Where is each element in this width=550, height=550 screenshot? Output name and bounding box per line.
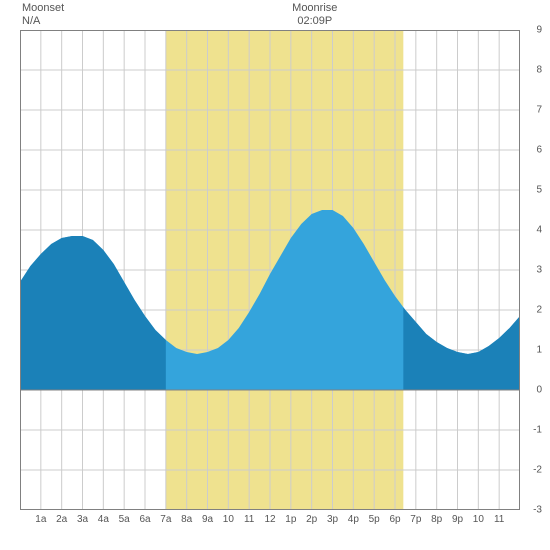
x-tick: 7a <box>160 514 171 525</box>
x-tick: 10 <box>223 514 234 525</box>
x-tick: 3a <box>77 514 88 525</box>
moonset-label: Moonset <box>22 2 64 14</box>
plot-area <box>20 30 520 510</box>
moonset-value: N/A <box>22 15 40 27</box>
y-tick: 3 <box>536 265 542 276</box>
x-tick: 4a <box>98 514 109 525</box>
x-tick: 9p <box>452 514 463 525</box>
x-tick: 10 <box>473 514 484 525</box>
moonrise-label-block: Moonrise 02:09P <box>292 2 337 28</box>
y-tick: 7 <box>536 105 542 116</box>
x-tick: 9a <box>202 514 213 525</box>
x-tick: 6p <box>389 514 400 525</box>
y-tick: -2 <box>533 465 542 476</box>
x-tick: 8p <box>431 514 442 525</box>
x-tick: 6a <box>139 514 150 525</box>
x-tick: 1p <box>285 514 296 525</box>
x-tick: 5p <box>369 514 380 525</box>
x-axis: 1a 2a 3a 4a 5a 6a 7a 8a 9a 10 11 12 1p 2p 3p 4p 5p 6p 7p 8p… <box>20 514 520 534</box>
tide-chart: Moonset N/A Moonrise 02:09P -3-2-1012345… <box>0 0 550 550</box>
y-tick: 5 <box>536 185 542 196</box>
y-tick: 6 <box>536 145 542 156</box>
x-tick: 4p <box>348 514 359 525</box>
x-tick: 5a <box>119 514 130 525</box>
y-tick: -3 <box>533 505 542 516</box>
plot-svg <box>20 30 520 510</box>
moonset-label-block: Moonset N/A <box>22 2 64 28</box>
moonrise-label: Moonrise <box>292 2 337 14</box>
x-tick: 3p <box>327 514 338 525</box>
y-tick: 1 <box>536 345 542 356</box>
y-tick: 4 <box>536 225 542 236</box>
x-tick: 11 <box>494 514 504 525</box>
x-tick: 8a <box>181 514 192 525</box>
y-tick: -1 <box>533 425 542 436</box>
x-tick: 1a <box>35 514 46 525</box>
x-tick: 2a <box>56 514 67 525</box>
y-tick: 8 <box>536 65 542 76</box>
chart-header: Moonset N/A Moonrise 02:09P <box>0 0 550 30</box>
x-tick: 7p <box>410 514 421 525</box>
y-tick: 2 <box>536 305 542 316</box>
x-tick: 2p <box>306 514 317 525</box>
y-axis: -3-2-10123456789 <box>522 30 542 510</box>
y-tick: 9 <box>536 25 542 36</box>
x-tick: 12 <box>264 514 275 525</box>
x-tick: 11 <box>244 514 254 525</box>
moonrise-value: 02:09P <box>297 15 332 27</box>
y-tick: 0 <box>536 385 542 396</box>
